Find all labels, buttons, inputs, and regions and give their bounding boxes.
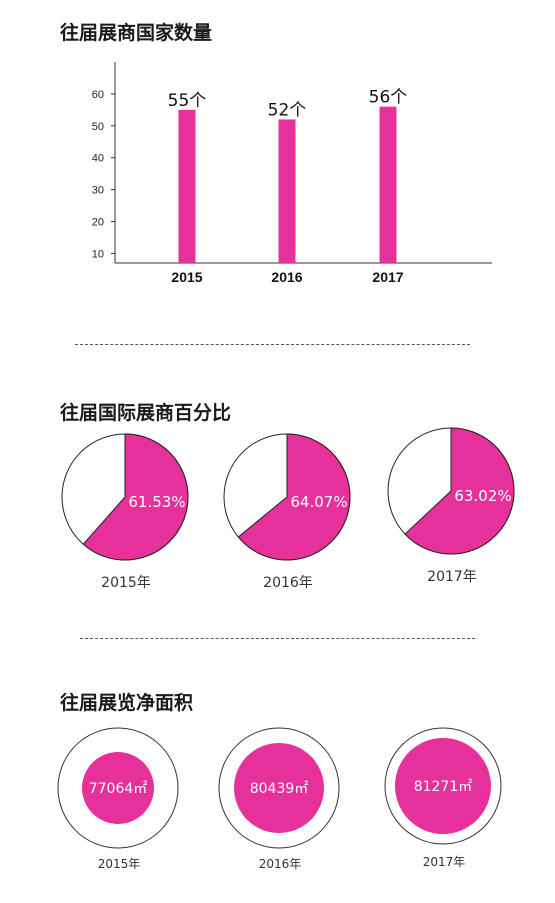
area-bubble [234,743,324,833]
y-tick-label: 20 [92,217,104,229]
y-tick-label: 50 [92,121,104,133]
x-tick-label: 2017 [372,269,403,285]
y-tick-label: 40 [92,153,104,165]
x-tick-label: 2015 [171,269,202,285]
area-value-label: 80439㎡ [250,781,309,797]
pie-chart-title: 往届国际展商百分比 [60,402,232,424]
pie-slice-international [237,433,351,561]
y-tick-label: 30 [92,185,104,197]
area-bubble [395,738,491,834]
area-value-label: 81271㎡ [414,779,473,795]
pie-slice-international [404,427,515,555]
area-year-label: 2017年 [423,855,466,869]
pie-year-label: 2015年 [101,575,151,591]
bar-data-label: 52个 [268,100,307,120]
pie-percent-label: 63.02% [454,487,511,505]
area-year-label: 2016年 [259,857,302,871]
bar-2016 [278,119,296,263]
divider-1 [75,344,470,345]
bar-chart-title: 往届展商国家数量 [60,22,213,44]
y-tick-label: 10 [92,248,104,260]
pie-year-label: 2016年 [263,575,313,591]
bar-data-label: 56个 [369,88,408,108]
pie-percent-label: 64.07% [290,493,347,511]
area-value-label: 77064㎡ [89,781,148,797]
area-chart-title: 往届展览净面积 [60,692,194,714]
x-tick-label: 2016 [271,269,302,285]
area-year-label: 2015年 [98,857,141,871]
pie-slice-international [82,433,189,561]
pie-percent-label: 61.53% [128,493,185,511]
bar-2015 [178,109,196,263]
pie-year-label: 2017年 [427,569,477,585]
y-tick-label: 60 [92,89,104,101]
bar-2017 [379,106,397,264]
divider-2 [80,638,475,639]
area-bubble [82,752,154,824]
bar-data-label: 55个 [168,91,207,111]
